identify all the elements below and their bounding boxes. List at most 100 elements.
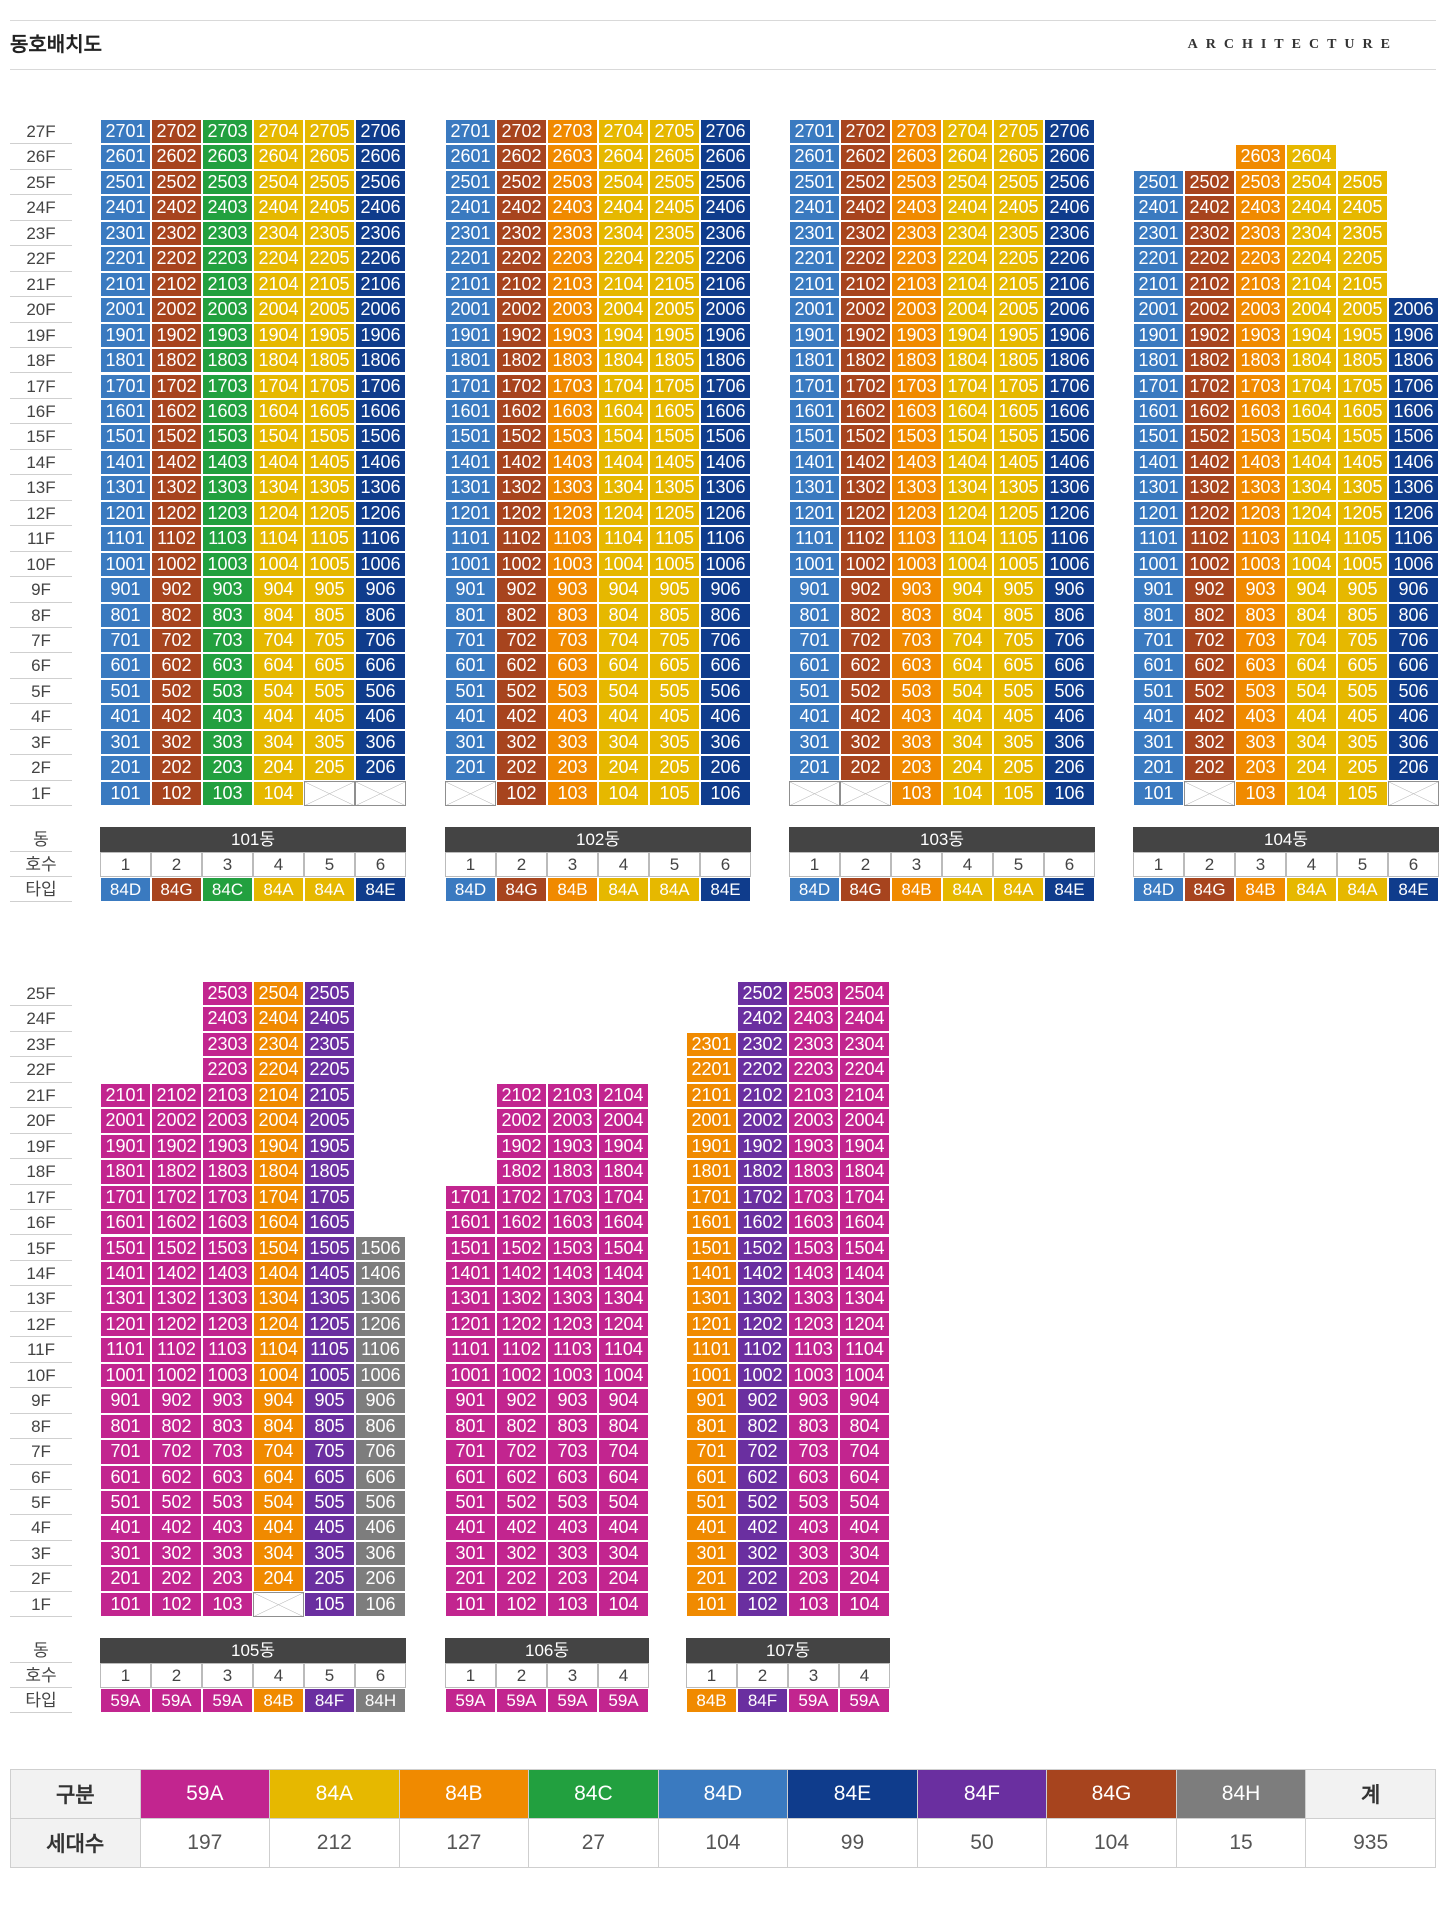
unit-cell[interactable]: 2503 xyxy=(891,169,942,196)
unit-cell[interactable]: 2302 xyxy=(151,220,202,247)
unit-cell[interactable]: 706 xyxy=(700,628,751,654)
unit-cell[interactable]: 1206 xyxy=(355,1311,406,1338)
unit-cell[interactable]: 1902 xyxy=(496,322,547,349)
unit-cell[interactable]: 702 xyxy=(496,628,547,654)
unit-cell[interactable]: 803 xyxy=(1235,602,1286,628)
unit-cell[interactable]: 405 xyxy=(304,704,355,730)
unit-cell[interactable]: 603 xyxy=(891,653,942,679)
unit-cell[interactable]: 102 xyxy=(151,780,202,807)
unit-cell[interactable]: 801 xyxy=(1133,602,1184,628)
unit-cell[interactable]: 1204 xyxy=(253,1311,304,1338)
unit-cell[interactable]: 805 xyxy=(649,602,700,628)
unit-cell[interactable]: 1805 xyxy=(649,348,700,374)
unit-cell[interactable]: 104 xyxy=(1286,780,1337,807)
unit-cell[interactable]: 1904 xyxy=(253,1133,304,1160)
unit-cell[interactable]: 305 xyxy=(649,729,700,756)
unit-cell[interactable]: 1002 xyxy=(840,551,891,578)
unit-cell[interactable]: 1106 xyxy=(1044,526,1095,552)
unit-cell[interactable]: 1603 xyxy=(202,398,253,425)
unit-cell[interactable]: 1003 xyxy=(788,1362,839,1389)
unit-cell[interactable]: 2405 xyxy=(993,195,1044,221)
unit-cell[interactable]: 703 xyxy=(547,1439,598,1465)
unit-cell[interactable]: 304 xyxy=(598,1540,649,1567)
unit-cell[interactable]: 1103 xyxy=(202,526,253,552)
unit-cell[interactable]: 2502 xyxy=(151,169,202,196)
unit-cell[interactable]: 1203 xyxy=(788,1311,839,1338)
unit-cell[interactable]: 1602 xyxy=(151,398,202,425)
unit-cell[interactable]: 2703 xyxy=(202,119,253,145)
unit-cell[interactable]: 1603 xyxy=(547,398,598,425)
unit-cell[interactable]: 1904 xyxy=(598,322,649,349)
unit-cell[interactable]: 1104 xyxy=(598,1337,649,1363)
unit-cell[interactable]: 303 xyxy=(788,1540,839,1567)
unit-cell[interactable]: 403 xyxy=(788,1515,839,1541)
unit-cell[interactable]: 205 xyxy=(649,755,700,781)
unit-cell[interactable]: 304 xyxy=(839,1540,890,1567)
unit-cell[interactable]: 705 xyxy=(1337,628,1388,654)
unit-cell[interactable]: 802 xyxy=(151,1413,202,1440)
unit-cell[interactable]: 2404 xyxy=(253,195,304,221)
unit-cell[interactable]: 602 xyxy=(840,653,891,679)
unit-cell[interactable]: 205 xyxy=(993,755,1044,781)
unit-cell[interactable]: 806 xyxy=(700,602,751,628)
unit-cell[interactable]: 2201 xyxy=(1133,246,1184,272)
unit-cell[interactable]: 302 xyxy=(151,1540,202,1567)
unit-cell[interactable]: 201 xyxy=(686,1566,737,1592)
unit-cell[interactable]: 404 xyxy=(839,1515,890,1541)
unit-cell[interactable]: 1605 xyxy=(993,398,1044,425)
unit-cell[interactable]: 1904 xyxy=(942,322,993,349)
unit-cell[interactable]: 1506 xyxy=(1044,424,1095,450)
unit-cell[interactable]: 201 xyxy=(445,755,496,781)
unit-cell[interactable]: 505 xyxy=(993,678,1044,705)
unit-cell[interactable]: 703 xyxy=(202,1439,253,1465)
unit-cell[interactable]: 2104 xyxy=(839,1082,890,1109)
unit-cell[interactable]: 1001 xyxy=(686,1362,737,1389)
unit-cell[interactable]: 1704 xyxy=(598,1184,649,1211)
unit-cell[interactable]: 1105 xyxy=(993,526,1044,552)
unit-cell[interactable]: 801 xyxy=(100,1413,151,1440)
unit-cell[interactable]: 1004 xyxy=(598,1362,649,1389)
unit-cell[interactable]: 1903 xyxy=(547,1133,598,1160)
unit-cell[interactable]: 303 xyxy=(1235,729,1286,756)
unit-cell[interactable]: 103 xyxy=(1235,780,1286,807)
unit-cell[interactable]: 1005 xyxy=(993,551,1044,578)
unit-cell[interactable]: 2403 xyxy=(891,195,942,221)
unit-cell[interactable]: 1105 xyxy=(304,1337,355,1363)
unit-cell[interactable]: 1302 xyxy=(496,1286,547,1312)
unit-cell[interactable]: 901 xyxy=(1133,577,1184,603)
unit-cell[interactable]: 904 xyxy=(598,1388,649,1414)
unit-cell[interactable]: 1104 xyxy=(839,1337,890,1363)
unit-cell[interactable]: 1301 xyxy=(445,475,496,501)
unit-cell[interactable]: 601 xyxy=(100,653,151,679)
unit-cell[interactable]: 1306 xyxy=(1044,475,1095,501)
unit-cell[interactable]: 2401 xyxy=(445,195,496,221)
unit-cell[interactable]: 2704 xyxy=(598,119,649,145)
unit-cell[interactable]: 502 xyxy=(737,1490,788,1516)
unit-cell[interactable]: 1505 xyxy=(1337,424,1388,450)
unit-cell[interactable]: 1602 xyxy=(496,1210,547,1236)
unit-cell[interactable]: 904 xyxy=(942,577,993,603)
unit-cell[interactable]: 1403 xyxy=(891,449,942,476)
unit-cell[interactable]: 506 xyxy=(355,1490,406,1516)
unit-cell[interactable]: 704 xyxy=(942,628,993,654)
unit-cell[interactable]: 603 xyxy=(547,653,598,679)
unit-cell[interactable]: 2402 xyxy=(151,195,202,221)
unit-cell[interactable]: 405 xyxy=(1337,704,1388,730)
unit-cell[interactable]: 1305 xyxy=(649,475,700,501)
unit-cell[interactable]: 1304 xyxy=(839,1286,890,1312)
unit-cell[interactable]: 1604 xyxy=(942,398,993,425)
unit-cell[interactable]: 1406 xyxy=(1044,449,1095,476)
unit-cell[interactable]: 2301 xyxy=(1133,220,1184,247)
unit-cell[interactable]: 2003 xyxy=(547,297,598,323)
unit-cell[interactable]: 1703 xyxy=(547,373,598,399)
unit-cell[interactable]: 1805 xyxy=(1337,348,1388,374)
unit-cell[interactable]: 1706 xyxy=(700,373,751,399)
unit-cell[interactable]: 901 xyxy=(100,1388,151,1414)
unit-cell[interactable]: 1506 xyxy=(355,1235,406,1261)
unit-cell[interactable]: 103 xyxy=(547,1591,598,1618)
unit-cell[interactable]: 1206 xyxy=(1044,500,1095,527)
unit-cell[interactable]: 504 xyxy=(942,678,993,705)
unit-cell[interactable]: 1105 xyxy=(1337,526,1388,552)
unit-cell[interactable]: 1203 xyxy=(1235,500,1286,527)
unit-cell[interactable]: 306 xyxy=(355,729,406,756)
